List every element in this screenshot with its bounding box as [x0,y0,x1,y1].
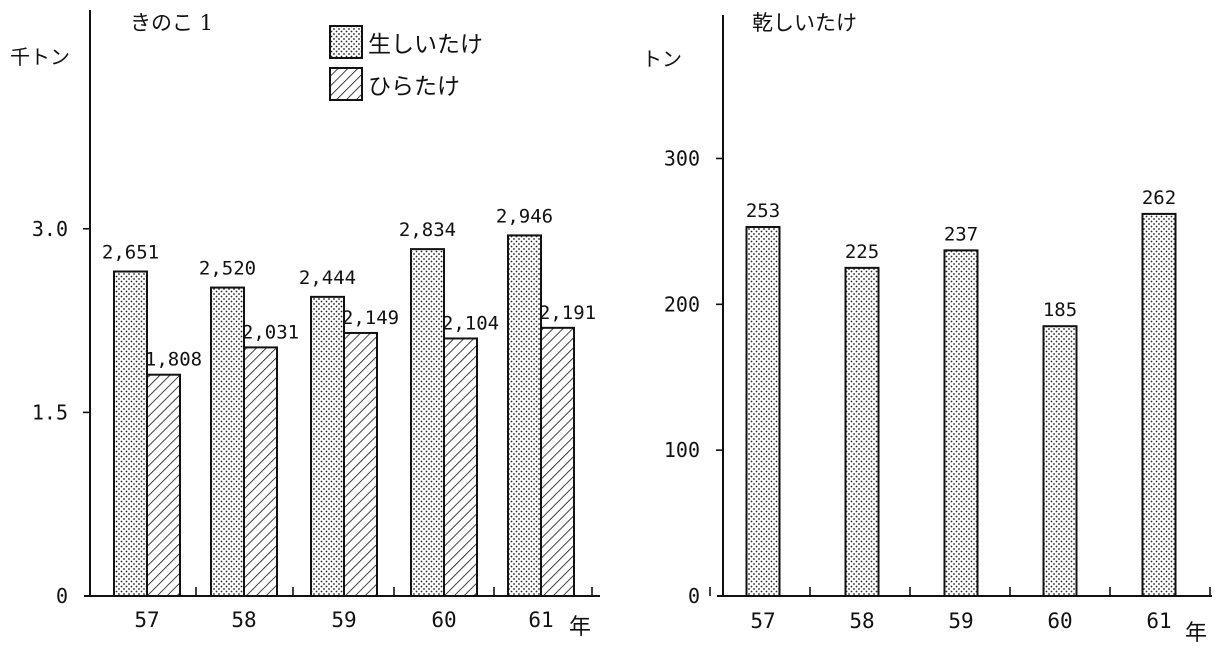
chart1-bar-hiratake [243,346,278,598]
chart1-category-label: 57 [134,608,159,632]
chart1-bar-hiratake [540,326,575,597]
chart1-data-label: 2,191 [539,302,596,324]
chart2-category-label: 59 [948,609,973,633]
chart1-bar-shiitake [210,286,245,597]
chart1-data-label: 1,808 [145,349,202,371]
chart1-category-label: 59 [331,608,356,632]
chart1-bar-hiratake [146,373,181,597]
chart2-data-label: 262 [1142,187,1176,209]
chart2-x-axis-label: 年 [1185,621,1207,646]
chart1-data-label: 2,444 [299,267,356,289]
chart2-y-tick-label: 0 [688,584,700,608]
chart2-title: 乾しいたけ [752,11,857,35]
chart1-x-axis-label: 年 [569,615,591,640]
chart2-category-label: 58 [849,609,874,633]
chart2-data-label: 225 [845,241,879,263]
chart2-bar-shiitake [745,226,781,597]
chart1-y-tick-label: 0 [56,584,68,608]
chart1-data-label: 2,946 [496,205,553,227]
chart1-legend-label: 生しいたけ [368,32,483,58]
chart1-data-label: 2,651 [102,242,159,264]
chart1-data-label: 2,520 [199,258,256,280]
chart1-y-tick-label: 1.5 [32,400,68,424]
chart2-y-tick-label: 100 [664,438,700,462]
chart2-data-label: 253 [746,200,780,222]
chart1-bar-hiratake [343,331,378,597]
chart1-category-label: 61 [528,608,553,632]
chart1-y-tick-label: 3.0 [32,217,68,241]
chart1-bar-hiratake [443,337,478,597]
chart1-category-label: 60 [431,608,456,632]
chart1-bar-shiitake [310,295,345,597]
chart2-data-label: 237 [944,223,978,245]
chart1-category-label: 58 [231,608,256,632]
chart2-bar-shiitake [1141,212,1177,597]
chart2-y-axis-label: トン [642,47,682,71]
chart1-data-label: 2,031 [242,321,299,343]
chart2-y-tick-label: 300 [664,146,700,170]
chart2-data-label: 185 [1043,299,1077,321]
chart2-category-label: 61 [1146,609,1171,633]
chart1-bar-shiitake [410,248,445,597]
chart1-data-label: 2,104 [442,312,499,334]
chart1-bar-shiitake [113,270,148,597]
chart2-category-label: 60 [1047,609,1072,633]
chart2-bar-shiitake [844,266,880,597]
chart2-category-label: 57 [750,609,775,633]
chart1-bar-shiitake [507,234,542,597]
chart1-data-label: 2,834 [399,219,456,241]
chart1-legend-swatch [329,67,363,101]
chart2-y-tick-label: 200 [664,292,700,316]
chart2-bar-shiitake [943,249,979,598]
chart1-y-axis-label: 千トン [10,45,70,69]
chart1-legend-swatch [329,25,363,59]
chart1-data-label: 2,149 [342,307,399,329]
chart1-legend-label: ひらたけ [368,74,460,100]
chart2-bar-shiitake [1042,325,1078,597]
chart1-title: きのこ 1 [130,11,213,35]
